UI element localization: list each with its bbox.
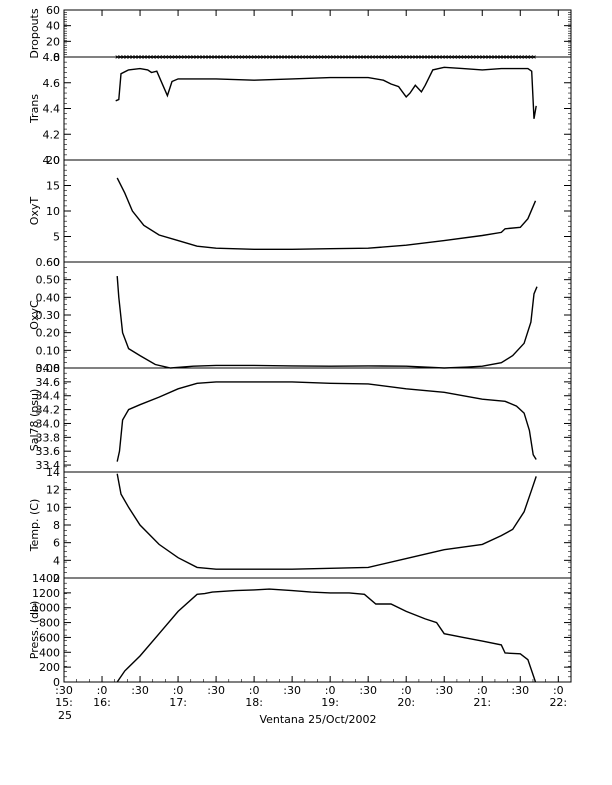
y-tick-label: 4.6 <box>43 77 61 90</box>
y-tick-label: 5 <box>53 231 60 244</box>
x-tick-label-minutes: :30 <box>359 684 377 697</box>
y-tick-label: 1400 <box>32 572 60 585</box>
x-tick-label-minutes: :0 <box>477 684 488 697</box>
x-tick-label-minutes: :0 <box>401 684 412 697</box>
y-tick-label: 4.4 <box>43 103 61 116</box>
y-tick-label: 10 <box>46 501 60 514</box>
y-tick-label: 0.30 <box>36 309 61 322</box>
series-line-trans <box>115 66 537 119</box>
x-tick-label-minutes: :30 <box>435 684 453 697</box>
panel-oxyt: 0 5 10 15 20 OxyT <box>28 154 572 269</box>
y-tick-label: 4.0 <box>43 154 61 167</box>
y-tick-label: 20 <box>46 35 60 48</box>
x-tick-label-minutes: :0 <box>553 684 564 697</box>
x-tick-label-minutes: :30 <box>131 684 149 697</box>
x-tick-label-hours: 19: <box>321 696 339 709</box>
y-tick-label: 34.8 <box>36 362 61 375</box>
x-tick-label-hours: 22: <box>549 696 567 709</box>
time-axis: :3015:25:016::30:017::30:018::30:019::30… <box>55 10 572 722</box>
y-tick-label: 6 <box>53 537 60 550</box>
y-axis-label: OxyC <box>28 300 41 330</box>
x-tick-label-minutes: :0 <box>325 684 336 697</box>
x-tick-label-hours: 15: <box>55 696 73 709</box>
y-tick-label: 0.10 <box>36 344 61 357</box>
panel-oxyc: 0.00 0.10 0.20 0.30 0.40 0.50 0.60 OxyC <box>28 256 572 375</box>
panel-temp: 2 4 6 8 10 12 14 Temp. (C) <box>28 466 572 585</box>
x-tick-label-minutes: :0 <box>249 684 260 697</box>
y-axis-label: Temp. (C) <box>28 499 41 553</box>
x-tick-label-minutes: :30 <box>55 684 73 697</box>
y-tick-label: 0.20 <box>36 327 61 340</box>
panel-frame <box>63 577 572 683</box>
series-line-temp <box>116 473 537 570</box>
y-tick-label: 15 <box>46 180 60 193</box>
y-tick-label: 800 <box>39 617 60 630</box>
y-tick-label: 4 <box>53 554 60 567</box>
y-tick-label: 33.4 <box>36 459 61 472</box>
y-tick-label: 200 <box>39 661 60 674</box>
series-line-press <box>116 588 537 683</box>
y-tick-label: 0 <box>53 51 60 64</box>
y-tick-label: 34.2 <box>36 404 61 417</box>
y-tick-label: 34.6 <box>36 376 61 389</box>
y-tick-label: 0 <box>53 676 60 689</box>
panels-layer: 0204060Dropouts4.04.24.44.64.8Trans05101… <box>28 4 572 689</box>
y-tick-label: 34.4 <box>36 390 61 403</box>
chart-caption: Ventana 25/Oct/2002 <box>259 713 376 726</box>
panel-sal: 33.433.633.834.034.234.434.634.8 Sal78 (p… <box>28 362 572 473</box>
panel-frame <box>63 9 572 58</box>
panel-dropouts: 0 20 40 60 Dropouts <box>28 4 572 64</box>
x-tick-label-hours: 20: <box>397 696 415 709</box>
x-tick-label-minutes: :30 <box>207 684 225 697</box>
x-tick-label-minutes: :30 <box>283 684 301 697</box>
y-axis-label: Dropouts <box>28 8 41 58</box>
x-tick-label-minutes: :0 <box>97 684 108 697</box>
y-tick-label: 0.50 <box>36 274 61 287</box>
y-tick-label: 2 <box>53 572 60 585</box>
y-axis-label: Trans <box>28 94 41 124</box>
x-tick-label-minutes: :30 <box>511 684 529 697</box>
x-tick-label-hours: 17: <box>169 696 187 709</box>
y-tick-label: 12 <box>46 484 60 497</box>
series-line-sal <box>116 381 537 462</box>
x-tick-label-hours: 16: <box>93 696 111 709</box>
y-tick-label: 60 <box>46 4 60 17</box>
panel-frame <box>63 261 572 369</box>
x-tick-label-day: 25 <box>58 709 72 722</box>
y-tick-label: 4.2 <box>43 128 61 141</box>
y-tick-label: 10 <box>46 205 60 218</box>
x-tick-label-minutes: :0 <box>173 684 184 697</box>
y-axis-label: Sal78 (psu) <box>28 389 41 452</box>
y-tick-label: 14 <box>46 466 60 479</box>
y-tick-label: 33.8 <box>36 431 61 444</box>
y-tick-label: 0.00 <box>36 362 61 375</box>
panel-frame <box>63 56 572 161</box>
y-tick-label: 4.8 <box>43 51 61 64</box>
panel-trans: 4.0 4.2 4.4 4.6 4.8 Trans <box>28 51 572 167</box>
y-tick-label: 0.60 <box>36 256 61 269</box>
x-tick-label-hours: 21: <box>473 696 491 709</box>
y-tick-label: 0.40 <box>36 291 61 304</box>
y-tick-label: 34.0 <box>36 417 61 430</box>
y-tick-label: 1000 <box>32 602 60 615</box>
y-axis-label: Press. (db) <box>28 601 41 660</box>
y-axis-label: OxyT <box>28 197 41 226</box>
y-tick-label: 600 <box>39 631 60 644</box>
series-line-oxyt <box>116 177 537 251</box>
y-tick-label: 1200 <box>32 587 60 600</box>
y-tick-label: 8 <box>53 519 60 532</box>
y-tick-label: 20 <box>46 154 60 167</box>
y-tick-label: 0 <box>53 256 60 269</box>
y-tick-label: 33.6 <box>36 445 61 458</box>
series-line-oxyc <box>116 276 538 369</box>
x-tick-label-hours: 18: <box>245 696 263 709</box>
panel-frame <box>63 367 572 473</box>
y-tick-label: 400 <box>39 646 60 659</box>
panel-frame <box>63 159 572 263</box>
y-tick-label: 40 <box>46 20 60 33</box>
